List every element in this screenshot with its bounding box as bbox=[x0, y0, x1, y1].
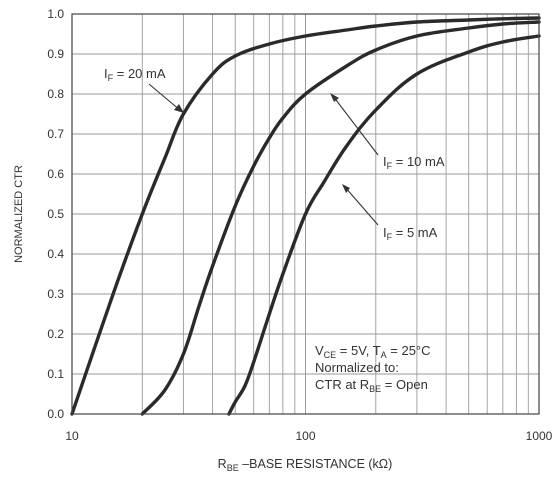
arrowhead-10ma bbox=[330, 93, 339, 102]
y-tick-label: 0.5 bbox=[47, 207, 64, 221]
y-axis-label: NORMALIZED CTR bbox=[13, 165, 25, 263]
curve-5ma bbox=[227, 34, 541, 416]
arrowhead-20ma bbox=[174, 104, 184, 113]
arrowhead-5ma bbox=[342, 184, 350, 193]
y-tick-label: 0.8 bbox=[47, 87, 64, 101]
leader-arrow-5ma bbox=[344, 186, 379, 226]
series-label-5ma: IF = 5 mA bbox=[383, 225, 438, 242]
y-tick-label: 0.0 bbox=[47, 407, 64, 421]
x-axis-label: RBE –BASE RESISTANCE (kΩ) bbox=[218, 457, 393, 473]
conditions-note: VCE = 5V, TA = 25°C Normalized to: CTR a… bbox=[315, 343, 431, 394]
conditions-line-2: Normalized to: bbox=[315, 360, 399, 375]
x-tick-labels: 10 100 1000 bbox=[65, 429, 552, 443]
series-label-10ma: IF = 10 mA bbox=[383, 154, 445, 171]
leader-arrow-10ma bbox=[332, 95, 379, 156]
y-tick-label: 0.7 bbox=[47, 127, 64, 141]
series-label-20ma: IF = 20 mA bbox=[104, 66, 166, 83]
conditions-line-3: CTR at RBE = Open bbox=[315, 377, 428, 394]
y-tick-label: 0.3 bbox=[47, 287, 64, 301]
y-tick-label: 0.9 bbox=[47, 47, 64, 61]
conditions-line-1: VCE = 5V, TA = 25°C bbox=[315, 343, 431, 360]
y-tick-label: 0.2 bbox=[47, 327, 64, 341]
curve-20ma bbox=[70, 16, 541, 416]
plot-frame bbox=[71, 13, 540, 415]
x-tick-label: 10 bbox=[65, 429, 79, 443]
x-tick-label: 1000 bbox=[526, 429, 553, 443]
y-tick-label: 0.4 bbox=[47, 247, 64, 261]
y-tick-label: 1.0 bbox=[47, 7, 64, 21]
curve-10ma bbox=[140, 20, 541, 416]
y-tick-label: 0.1 bbox=[47, 367, 64, 381]
curves bbox=[70, 16, 541, 416]
y-tick-labels: 0.0 0.1 0.2 0.3 0.4 0.5 0.6 0.7 0.8 0.9 1.0 bbox=[47, 7, 64, 421]
x-tick-label: 100 bbox=[295, 429, 315, 443]
y-tick-label: 0.6 bbox=[47, 167, 64, 181]
leader-arrow-20ma bbox=[148, 83, 182, 112]
